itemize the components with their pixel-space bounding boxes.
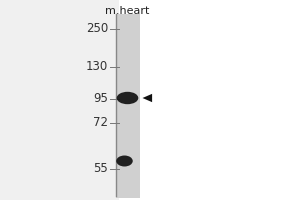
Text: m.heart: m.heart <box>105 6 150 16</box>
Ellipse shape <box>117 92 138 104</box>
Text: 250: 250 <box>86 22 108 36</box>
FancyBboxPatch shape <box>0 0 118 200</box>
Polygon shape <box>142 94 152 102</box>
Text: 55: 55 <box>93 162 108 176</box>
Text: 95: 95 <box>93 92 108 106</box>
Ellipse shape <box>116 156 133 166</box>
Text: 72: 72 <box>93 116 108 130</box>
FancyBboxPatch shape <box>116 14 140 198</box>
Text: 130: 130 <box>86 60 108 73</box>
